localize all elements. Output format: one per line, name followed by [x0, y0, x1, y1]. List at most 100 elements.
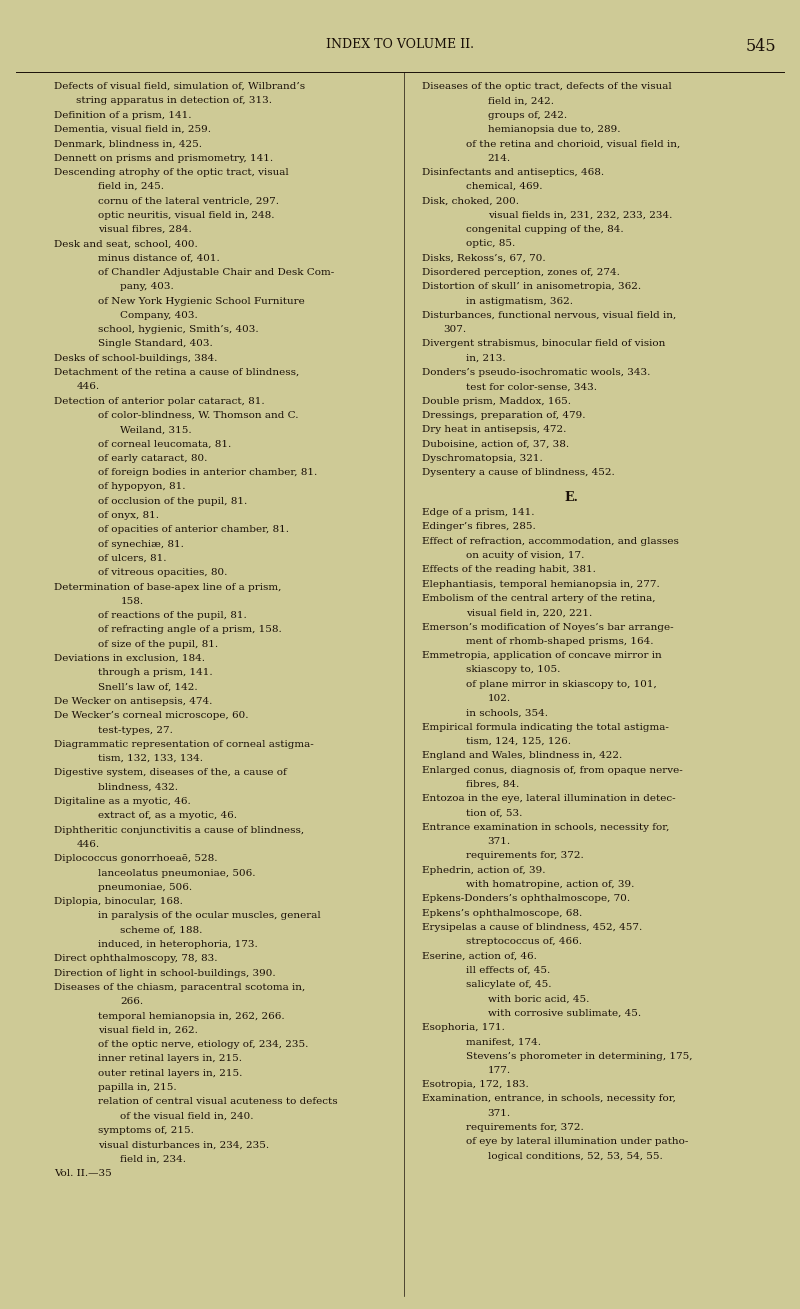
- Text: Edinger’s fibres, 285.: Edinger’s fibres, 285.: [422, 522, 535, 531]
- Text: Epkens-Donders’s ophthalmoscope, 70.: Epkens-Donders’s ophthalmoscope, 70.: [422, 894, 630, 903]
- Text: streptococcus of, 466.: streptococcus of, 466.: [466, 937, 582, 946]
- Text: of early cataract, 80.: of early cataract, 80.: [98, 454, 208, 463]
- Text: Diphtheritic conjunctivitis a cause of blindness,: Diphtheritic conjunctivitis a cause of b…: [54, 826, 305, 835]
- Text: 102.: 102.: [488, 694, 510, 703]
- Text: of synechiæ, 81.: of synechiæ, 81.: [98, 539, 184, 548]
- Text: of the retina and chorioid, visual field in,: of the retina and chorioid, visual field…: [466, 139, 680, 148]
- Text: Divergent strabismus, binocular field of vision: Divergent strabismus, binocular field of…: [422, 339, 665, 348]
- Text: Digestive system, diseases of the, a cause of: Digestive system, diseases of the, a cau…: [54, 768, 287, 778]
- Text: in schools, 354.: in schools, 354.: [466, 708, 548, 717]
- Text: field in, 242.: field in, 242.: [488, 97, 554, 105]
- Text: Denmark, blindness in, 425.: Denmark, blindness in, 425.: [54, 139, 202, 148]
- Text: De Wecker’s corneal microscope, 60.: De Wecker’s corneal microscope, 60.: [54, 711, 249, 720]
- Text: Dyschromatopsia, 321.: Dyschromatopsia, 321.: [422, 454, 542, 463]
- Text: logical conditions, 52, 53, 54, 55.: logical conditions, 52, 53, 54, 55.: [488, 1152, 662, 1161]
- Text: of opacities of anterior chamber, 81.: of opacities of anterior chamber, 81.: [98, 525, 290, 534]
- Text: tism, 132, 133, 134.: tism, 132, 133, 134.: [98, 754, 203, 763]
- Text: Esophoria, 171.: Esophoria, 171.: [422, 1022, 505, 1031]
- Text: 545: 545: [746, 38, 776, 55]
- Text: of reactions of the pupil, 81.: of reactions of the pupil, 81.: [98, 611, 247, 620]
- Text: of hypopyon, 81.: of hypopyon, 81.: [98, 483, 186, 491]
- Text: visual disturbances in, 234, 235.: visual disturbances in, 234, 235.: [98, 1140, 270, 1149]
- Text: induced, in heterophoria, 173.: induced, in heterophoria, 173.: [98, 940, 258, 949]
- Text: pany, 403.: pany, 403.: [121, 283, 174, 291]
- Text: Entozoa in the eye, lateral illumination in detec-: Entozoa in the eye, lateral illumination…: [422, 795, 675, 804]
- Text: symptoms of, 215.: symptoms of, 215.: [98, 1126, 194, 1135]
- Text: in paralysis of the ocular muscles, general: in paralysis of the ocular muscles, gene…: [98, 911, 321, 920]
- Text: in, 213.: in, 213.: [466, 353, 506, 363]
- Text: 177.: 177.: [488, 1066, 510, 1075]
- Text: salicylate of, 45.: salicylate of, 45.: [466, 980, 551, 990]
- Text: Duboisine, action of, 37, 38.: Duboisine, action of, 37, 38.: [422, 440, 569, 449]
- Text: Disinfectants and antiseptics, 468.: Disinfectants and antiseptics, 468.: [422, 168, 604, 177]
- Text: Stevens’s phorometer in determining, 175,: Stevens’s phorometer in determining, 175…: [466, 1051, 692, 1060]
- Text: chemical, 469.: chemical, 469.: [466, 182, 542, 191]
- Text: field in, 245.: field in, 245.: [98, 182, 165, 191]
- Text: temporal hemianopsia in, 262, 266.: temporal hemianopsia in, 262, 266.: [98, 1012, 285, 1021]
- Text: minus distance of, 401.: minus distance of, 401.: [98, 254, 220, 263]
- Text: through a prism, 141.: through a prism, 141.: [98, 669, 213, 677]
- Text: optic neuritis, visual field in, 248.: optic neuritis, visual field in, 248.: [98, 211, 275, 220]
- Text: manifest, 174.: manifest, 174.: [466, 1037, 541, 1046]
- Text: in astigmatism, 362.: in astigmatism, 362.: [466, 297, 573, 305]
- Text: requirements for, 372.: requirements for, 372.: [466, 1123, 583, 1132]
- Text: Detection of anterior polar cataract, 81.: Detection of anterior polar cataract, 81…: [54, 397, 265, 406]
- Text: with homatropine, action of, 39.: with homatropine, action of, 39.: [466, 880, 634, 889]
- Text: Dry heat in antisepsis, 472.: Dry heat in antisepsis, 472.: [422, 425, 566, 435]
- Text: Direct ophthalmoscopy, 78, 83.: Direct ophthalmoscopy, 78, 83.: [54, 954, 218, 963]
- Text: 307.: 307.: [443, 325, 466, 334]
- Text: inner retinal layers in, 215.: inner retinal layers in, 215.: [98, 1055, 242, 1063]
- Text: tion of, 53.: tion of, 53.: [466, 809, 522, 817]
- Text: E.: E.: [565, 491, 578, 504]
- Text: outer retinal layers in, 215.: outer retinal layers in, 215.: [98, 1068, 242, 1077]
- Text: hemianopsia due to, 289.: hemianopsia due to, 289.: [488, 124, 620, 134]
- Text: Direction of light in school-buildings, 390.: Direction of light in school-buildings, …: [54, 969, 276, 978]
- Text: of New York Hygienic School Furniture: of New York Hygienic School Furniture: [98, 297, 305, 305]
- Text: Esotropia, 172, 183.: Esotropia, 172, 183.: [422, 1080, 528, 1089]
- Text: Edge of a prism, 141.: Edge of a prism, 141.: [422, 508, 534, 517]
- Text: Distortion of skull’ in anisometropia, 362.: Distortion of skull’ in anisometropia, 3…: [422, 283, 641, 291]
- Text: visual field in, 262.: visual field in, 262.: [98, 1026, 198, 1035]
- Text: Donders’s pseudo-isochromatic wools, 343.: Donders’s pseudo-isochromatic wools, 343…: [422, 368, 650, 377]
- Text: Disk, choked, 200.: Disk, choked, 200.: [422, 196, 518, 206]
- Text: of ulcers, 81.: of ulcers, 81.: [98, 554, 167, 563]
- Text: Diseases of the chiasm, paracentral scotoma in,: Diseases of the chiasm, paracentral scot…: [54, 983, 306, 992]
- Text: visual fibres, 284.: visual fibres, 284.: [98, 225, 192, 234]
- Text: requirements for, 372.: requirements for, 372.: [466, 851, 583, 860]
- Text: visual field in, 220, 221.: visual field in, 220, 221.: [466, 609, 592, 618]
- Text: Deviations in exclusion, 184.: Deviations in exclusion, 184.: [54, 654, 206, 662]
- Text: Dennett on prisms and prismometry, 141.: Dennett on prisms and prismometry, 141.: [54, 153, 274, 162]
- Text: extract of, as a myotic, 46.: extract of, as a myotic, 46.: [98, 812, 238, 821]
- Text: Disks, Rekoss’s, 67, 70.: Disks, Rekoss’s, 67, 70.: [422, 254, 546, 263]
- Text: optic, 85.: optic, 85.: [466, 240, 515, 249]
- Text: Disordered perception, zones of, 274.: Disordered perception, zones of, 274.: [422, 268, 619, 278]
- Text: Erysipelas a cause of blindness, 452, 457.: Erysipelas a cause of blindness, 452, 45…: [422, 923, 642, 932]
- Text: of color-blindness, W. Thomson and C.: of color-blindness, W. Thomson and C.: [98, 411, 299, 420]
- Text: Definition of a prism, 141.: Definition of a prism, 141.: [54, 110, 192, 119]
- Text: Digitaline as a myotic, 46.: Digitaline as a myotic, 46.: [54, 797, 191, 806]
- Text: Examination, entrance, in schools, necessity for,: Examination, entrance, in schools, neces…: [422, 1094, 675, 1103]
- Text: Determination of base-apex line of a prism,: Determination of base-apex line of a pri…: [54, 583, 282, 592]
- Text: 266.: 266.: [121, 997, 143, 1007]
- Text: Disturbances, functional nervous, visual field in,: Disturbances, functional nervous, visual…: [422, 310, 676, 319]
- Text: lanceolatus pneumoniae, 506.: lanceolatus pneumoniae, 506.: [98, 868, 256, 877]
- Text: Epkens’s ophthalmoscope, 68.: Epkens’s ophthalmoscope, 68.: [422, 908, 582, 918]
- Text: ill effects of, 45.: ill effects of, 45.: [466, 966, 550, 975]
- Text: Double prism, Maddox, 165.: Double prism, Maddox, 165.: [422, 397, 570, 406]
- Text: of Chandler Adjustable Chair and Desk Com-: of Chandler Adjustable Chair and Desk Co…: [98, 268, 334, 278]
- Text: scheme of, 188.: scheme of, 188.: [121, 925, 202, 935]
- Text: field in, 234.: field in, 234.: [121, 1155, 186, 1164]
- Text: of corneal leucomata, 81.: of corneal leucomata, 81.: [98, 440, 232, 449]
- Text: Desk and seat, school, 400.: Desk and seat, school, 400.: [54, 240, 198, 249]
- Text: Elephantiasis, temporal hemianopsia in, 277.: Elephantiasis, temporal hemianopsia in, …: [422, 580, 659, 589]
- Text: visual fields in, 231, 232, 233, 234.: visual fields in, 231, 232, 233, 234.: [488, 211, 672, 220]
- Text: skiascopy to, 105.: skiascopy to, 105.: [466, 665, 560, 674]
- Text: Diplococcus gonorrhoeaē, 528.: Diplococcus gonorrhoeaē, 528.: [54, 855, 218, 863]
- Text: De Wecker on antisepsis, 474.: De Wecker on antisepsis, 474.: [54, 696, 213, 706]
- Text: with boric acid, 45.: with boric acid, 45.: [488, 995, 589, 1003]
- Text: England and Wales, blindness in, 422.: England and Wales, blindness in, 422.: [422, 751, 622, 761]
- Text: 214.: 214.: [488, 153, 510, 162]
- Text: Embolism of the central artery of the retina,: Embolism of the central artery of the re…: [422, 594, 655, 603]
- Text: groups of, 242.: groups of, 242.: [488, 110, 566, 119]
- Text: Weiland, 315.: Weiland, 315.: [121, 425, 192, 435]
